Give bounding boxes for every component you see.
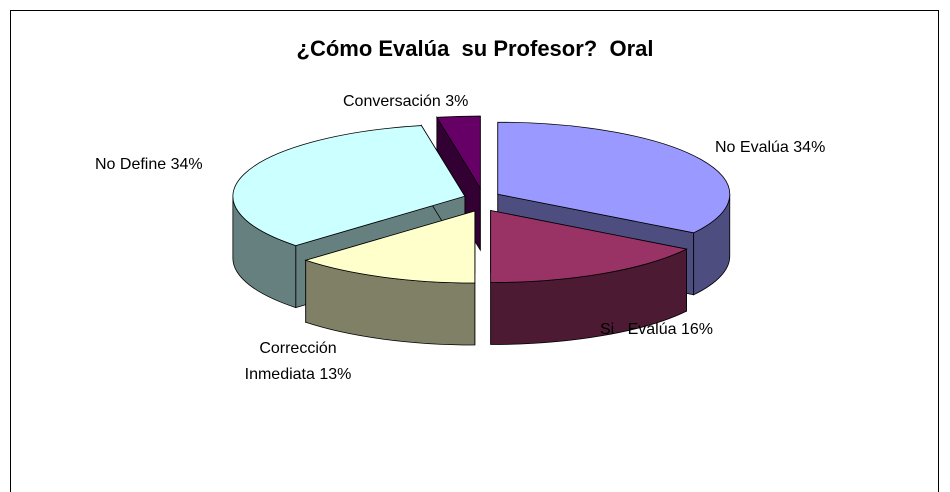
slice-top (232, 125, 466, 246)
category-label: No Evalúa (715, 139, 789, 156)
slice (304, 210, 476, 346)
value-label: 34% (793, 139, 826, 156)
value-label: 13% (319, 366, 352, 383)
slice-top (490, 210, 688, 283)
slice-top (497, 121, 731, 234)
category-label: Corrección Inmediata (244, 340, 342, 383)
slice-label: Si Evalúa 16% (600, 317, 800, 343)
value-label: 16% (680, 321, 713, 338)
chart-frame (10, 10, 939, 492)
slice-top (304, 210, 476, 284)
slice-label: No Evalúa 34% (715, 135, 915, 161)
slice-label: Conversación 3% (343, 89, 563, 115)
category-label: No Define (95, 156, 167, 173)
slice-top (436, 115, 481, 190)
chart-title: ¿Cómo Evalúa su Profesor? Oral (297, 36, 654, 61)
value-label: 34% (170, 156, 203, 173)
slice (497, 121, 731, 296)
slice (490, 210, 688, 345)
slice-label: Corrección Inmediata 13% (228, 336, 368, 388)
slice-label: No Define 34% (95, 152, 295, 178)
category-label: Si Evalúa (600, 321, 677, 338)
value-label: 3% (445, 93, 469, 110)
category-label: Conversación (343, 93, 441, 110)
